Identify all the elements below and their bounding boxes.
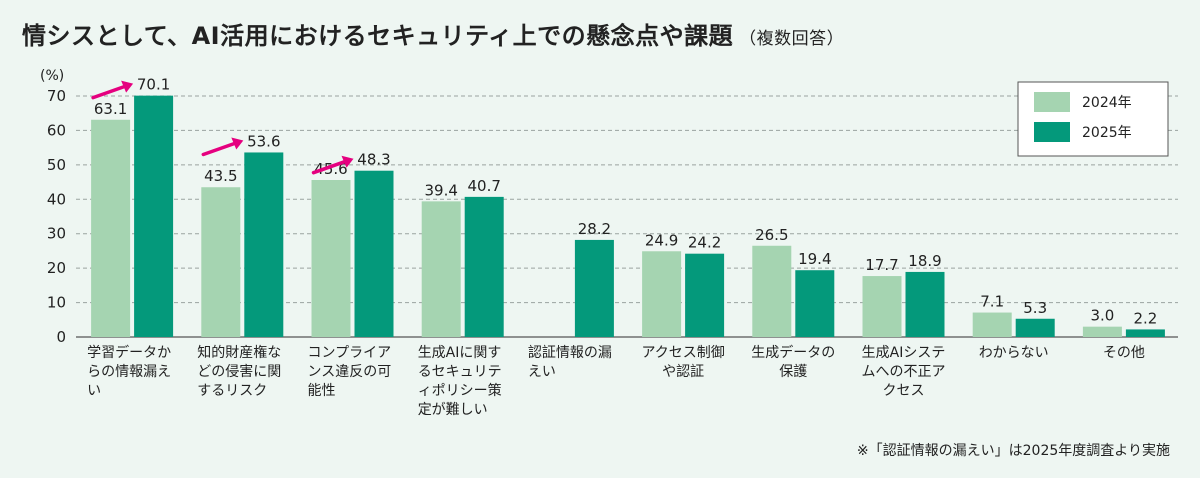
x-category-label: 知的財産権などの侵害に関するリスク bbox=[197, 345, 282, 399]
y-tick-label: 60 bbox=[47, 121, 66, 139]
x-category-label: 学習データからの情報漏えい bbox=[87, 345, 172, 399]
x-category-label: 生成データの保護 bbox=[751, 345, 836, 380]
chart-title: 情シスとして、AI活用におけるセキュリティ上での懸念点や課題 （複数回答） bbox=[22, 22, 845, 50]
increase-arrowhead bbox=[231, 137, 244, 150]
data-label: 2.2 bbox=[1133, 309, 1157, 327]
increase-arrow bbox=[311, 158, 350, 175]
bar-2025 bbox=[354, 170, 394, 337]
legend-label: 2024年 bbox=[1082, 95, 1132, 111]
bar-2025 bbox=[244, 152, 284, 337]
bar-2024 bbox=[91, 119, 131, 338]
increase-arrowhead bbox=[121, 80, 134, 93]
data-label: 70.1 bbox=[137, 76, 170, 94]
bar-2024 bbox=[201, 187, 241, 337]
bar-2025 bbox=[795, 270, 835, 337]
bar-2024 bbox=[642, 251, 682, 337]
y-axis-unit: (%) bbox=[40, 68, 64, 84]
data-label: 17.7 bbox=[865, 256, 898, 274]
bar-2024 bbox=[421, 201, 461, 337]
data-label: 24.9 bbox=[645, 231, 678, 249]
data-label: 39.4 bbox=[424, 181, 457, 199]
bar-2024 bbox=[311, 180, 351, 337]
data-label: 3.0 bbox=[1090, 307, 1114, 325]
y-tick-label: 20 bbox=[47, 259, 66, 277]
y-tick-label: 10 bbox=[47, 294, 66, 312]
bar-2025 bbox=[685, 253, 725, 337]
bar-2025 bbox=[905, 271, 945, 337]
bar-2024 bbox=[862, 276, 902, 337]
bar-2024 bbox=[1082, 326, 1122, 337]
data-label: 7.1 bbox=[980, 293, 1004, 311]
x-category-label: その他 bbox=[1102, 345, 1145, 361]
data-label: 19.4 bbox=[798, 250, 831, 268]
data-label: 40.7 bbox=[467, 177, 500, 195]
increase-arrowhead bbox=[341, 155, 354, 168]
increase-arrow bbox=[201, 140, 240, 157]
x-category-label: アクセス制御や認証 bbox=[641, 345, 725, 380]
bar-2025 bbox=[1015, 318, 1055, 337]
bar-2025 bbox=[1125, 329, 1165, 337]
bar-2025 bbox=[134, 95, 174, 337]
legend-swatch bbox=[1034, 92, 1070, 112]
data-label: 5.3 bbox=[1023, 299, 1047, 317]
y-tick-label: 70 bbox=[47, 87, 66, 105]
x-category-label: コンプライアンス違反の可能性 bbox=[307, 345, 392, 399]
x-category-label: 生成AIシステムへの不正アクセス bbox=[861, 345, 946, 399]
x-category-label: 生成AIに関するセキュリティポリシー策定が難しい bbox=[417, 345, 502, 418]
y-tick-label: 30 bbox=[47, 225, 66, 243]
data-label: 26.5 bbox=[755, 226, 788, 244]
y-tick-label: 40 bbox=[47, 190, 66, 208]
bar-2025 bbox=[464, 196, 504, 337]
y-tick-label: 0 bbox=[56, 328, 66, 346]
data-label: 24.2 bbox=[688, 234, 721, 252]
legend-label: 2025年 bbox=[1082, 125, 1132, 141]
footnote: ※「認証情報の漏えい」は2025年度調査より実施 bbox=[856, 443, 1170, 459]
data-label: 53.6 bbox=[247, 132, 280, 150]
increase-arrow bbox=[91, 83, 129, 100]
bar-2025 bbox=[574, 239, 614, 337]
chart-subtitle: （複数回答） bbox=[739, 29, 845, 49]
data-label: 63.1 bbox=[94, 100, 127, 118]
x-category-label: わからない bbox=[978, 345, 1049, 361]
y-tick-label: 50 bbox=[47, 156, 66, 174]
bar-2024 bbox=[752, 245, 792, 337]
data-label: 28.2 bbox=[578, 220, 611, 238]
x-category-label: 認証情報の漏えい bbox=[527, 345, 612, 380]
data-label: 43.5 bbox=[204, 167, 237, 185]
data-label: 48.3 bbox=[357, 151, 390, 169]
data-label: 18.9 bbox=[908, 252, 941, 270]
bar-2024 bbox=[972, 312, 1012, 337]
legend-swatch bbox=[1034, 122, 1070, 142]
